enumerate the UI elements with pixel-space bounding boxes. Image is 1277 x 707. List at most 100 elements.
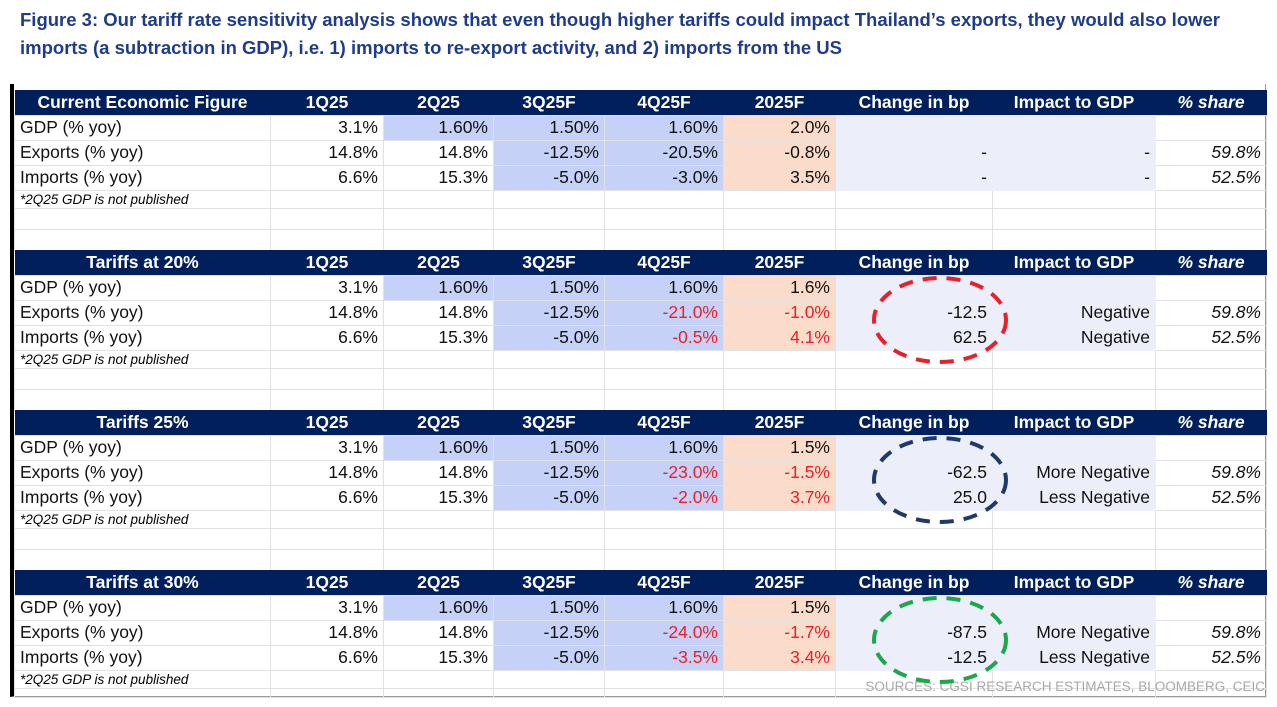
value-cell: 6.6%: [270, 484, 384, 511]
value-cell: 14.8%: [270, 299, 384, 326]
value-cell: 1.6%: [723, 274, 836, 301]
value-cell: 1.5%: [723, 434, 836, 461]
value-cell: 1.50%: [493, 114, 605, 141]
value-cell: 59.8%: [1155, 459, 1267, 486]
value-cell: 1.60%: [604, 114, 724, 141]
column-header: Impact to GDP: [992, 250, 1156, 275]
column-header: 2025F: [723, 410, 836, 435]
row-label: GDP (% yoy): [14, 434, 271, 461]
value-cell: [992, 434, 1156, 461]
header-row: Tariffs at 30% 1Q25 2Q25 3Q25F 4Q25F 2025F Cha…: [14, 570, 1267, 595]
figure-title: Figure 3: Our tariff rate sensitivity an…: [20, 9, 1220, 58]
value-cell: 14.8%: [383, 459, 494, 486]
value-cell: -: [835, 139, 993, 166]
value-cell: 52.5%: [1155, 484, 1267, 511]
value-cell: -3.0%: [604, 164, 724, 191]
column-header: Change in bp: [835, 250, 993, 275]
column-header: 1Q25: [270, 90, 384, 115]
table-row: Imports (% yoy) 6.6% 15.3% -5.0% -3.0% 3.5% - -…: [14, 164, 1267, 191]
value-cell: 6.6%: [270, 324, 384, 351]
value-cell: 1.60%: [383, 114, 494, 141]
value-cell: [835, 594, 993, 621]
value-cell: 4.1%: [723, 324, 836, 351]
value-cell: [1155, 114, 1267, 141]
column-header: % share: [1155, 250, 1267, 275]
value-cell: 14.8%: [383, 619, 494, 646]
value-cell: -12.5%: [493, 619, 605, 646]
column-header: 3Q25F: [493, 410, 605, 435]
table-row: GDP (% yoy) 3.1% 1.60% 1.50% 1.60% 1.6%: [14, 274, 1267, 301]
column-header: 4Q25F: [604, 570, 724, 595]
value-cell: 1.60%: [604, 594, 724, 621]
value-cell: -12.5: [835, 299, 993, 326]
row-label: GDP (% yoy): [14, 594, 271, 621]
value-cell: -20.5%: [604, 139, 724, 166]
row-label: Imports (% yoy): [14, 484, 271, 511]
value-cell: [835, 274, 993, 301]
column-header: 2Q25: [383, 90, 494, 115]
value-cell: 3.1%: [270, 594, 384, 621]
value-cell: 1.60%: [383, 434, 494, 461]
row-label: Imports (% yoy): [14, 324, 271, 351]
value-cell: 15.3%: [383, 484, 494, 511]
value-cell: 52.5%: [1155, 644, 1267, 671]
value-cell: -12.5: [835, 644, 993, 671]
column-header: % share: [1155, 410, 1267, 435]
column-header: 1Q25: [270, 570, 384, 595]
value-cell: 59.8%: [1155, 139, 1267, 166]
value-cell: 52.5%: [1155, 164, 1267, 191]
value-cell: -21.0%: [604, 299, 724, 326]
header-row: Tariffs 25% 1Q25 2Q25 3Q25F 4Q25F 2025F Change…: [14, 410, 1267, 435]
table-row: Exports (% yoy) 14.8% 14.8% -12.5% -24.0% -1.…: [14, 619, 1267, 646]
table-row: GDP (% yoy) 3.1% 1.60% 1.50% 1.60% 1.5%: [14, 594, 1267, 621]
footnote: *2Q25 GDP is not published: [14, 349, 271, 369]
value-cell: [835, 114, 993, 141]
value-cell: [1155, 594, 1267, 621]
value-cell: 15.3%: [383, 324, 494, 351]
column-header: Impact to GDP: [992, 90, 1156, 115]
value-cell: Less Negative: [992, 644, 1156, 671]
value-cell: 52.5%: [1155, 324, 1267, 351]
value-cell: 1.60%: [383, 594, 494, 621]
value-cell: 59.8%: [1155, 619, 1267, 646]
table-row: Imports (% yoy) 6.6% 15.3% -5.0% -0.5% 4.1% 62…: [14, 324, 1267, 351]
column-header: 2Q25: [383, 570, 494, 595]
column-header: 1Q25: [270, 250, 384, 275]
value-cell: -3.5%: [604, 644, 724, 671]
footnote: *2Q25 GDP is not published: [14, 189, 271, 209]
value-cell: 1.60%: [604, 434, 724, 461]
value-cell: 1.60%: [604, 274, 724, 301]
value-cell: 14.8%: [270, 139, 384, 166]
value-cell: 15.3%: [383, 644, 494, 671]
row-label: Exports (% yoy): [14, 619, 271, 646]
table-row: GDP (% yoy) 3.1% 1.60% 1.50% 1.60% 1.5%: [14, 434, 1267, 461]
value-cell: -5.0%: [493, 644, 605, 671]
value-cell: -1.0%: [723, 299, 836, 326]
table-row: Imports (% yoy) 6.6% 15.3% -5.0% -3.5% 3.4% -1…: [14, 644, 1267, 671]
value-cell: Less Negative: [992, 484, 1156, 511]
value-cell: 1.60%: [383, 274, 494, 301]
value-cell: 1.50%: [493, 594, 605, 621]
value-cell: [835, 434, 993, 461]
value-cell: 3.1%: [270, 274, 384, 301]
row-label: Exports (% yoy): [14, 139, 271, 166]
column-header: % share: [1155, 570, 1267, 595]
value-cell: -1.5%: [723, 459, 836, 486]
table-row: Exports (% yoy) 14.8% 14.8% -12.5% -21.0% -1.…: [14, 299, 1267, 326]
column-header: 3Q25F: [493, 570, 605, 595]
table-section: Tariffs 25% 1Q25 2Q25 3Q25F 4Q25F 2025F Change…: [14, 410, 1267, 571]
value-cell: [992, 594, 1156, 621]
table-row: GDP (% yoy) 3.1% 1.60% 1.50% 1.60% 2.0%: [14, 114, 1267, 141]
column-header: 3Q25F: [493, 90, 605, 115]
table-section: Tariffs at 30% 1Q25 2Q25 3Q25F 4Q25F 2025F Cha…: [14, 570, 1267, 698]
value-cell: 6.6%: [270, 164, 384, 191]
value-cell: 1.50%: [493, 434, 605, 461]
value-cell: 59.8%: [1155, 299, 1267, 326]
value-cell: 3.7%: [723, 484, 836, 511]
value-cell: -23.0%: [604, 459, 724, 486]
value-cell: 15.3%: [383, 164, 494, 191]
value-cell: -0.5%: [604, 324, 724, 351]
value-cell: 25.0: [835, 484, 993, 511]
value-cell: -: [992, 164, 1156, 191]
value-cell: -: [992, 139, 1156, 166]
